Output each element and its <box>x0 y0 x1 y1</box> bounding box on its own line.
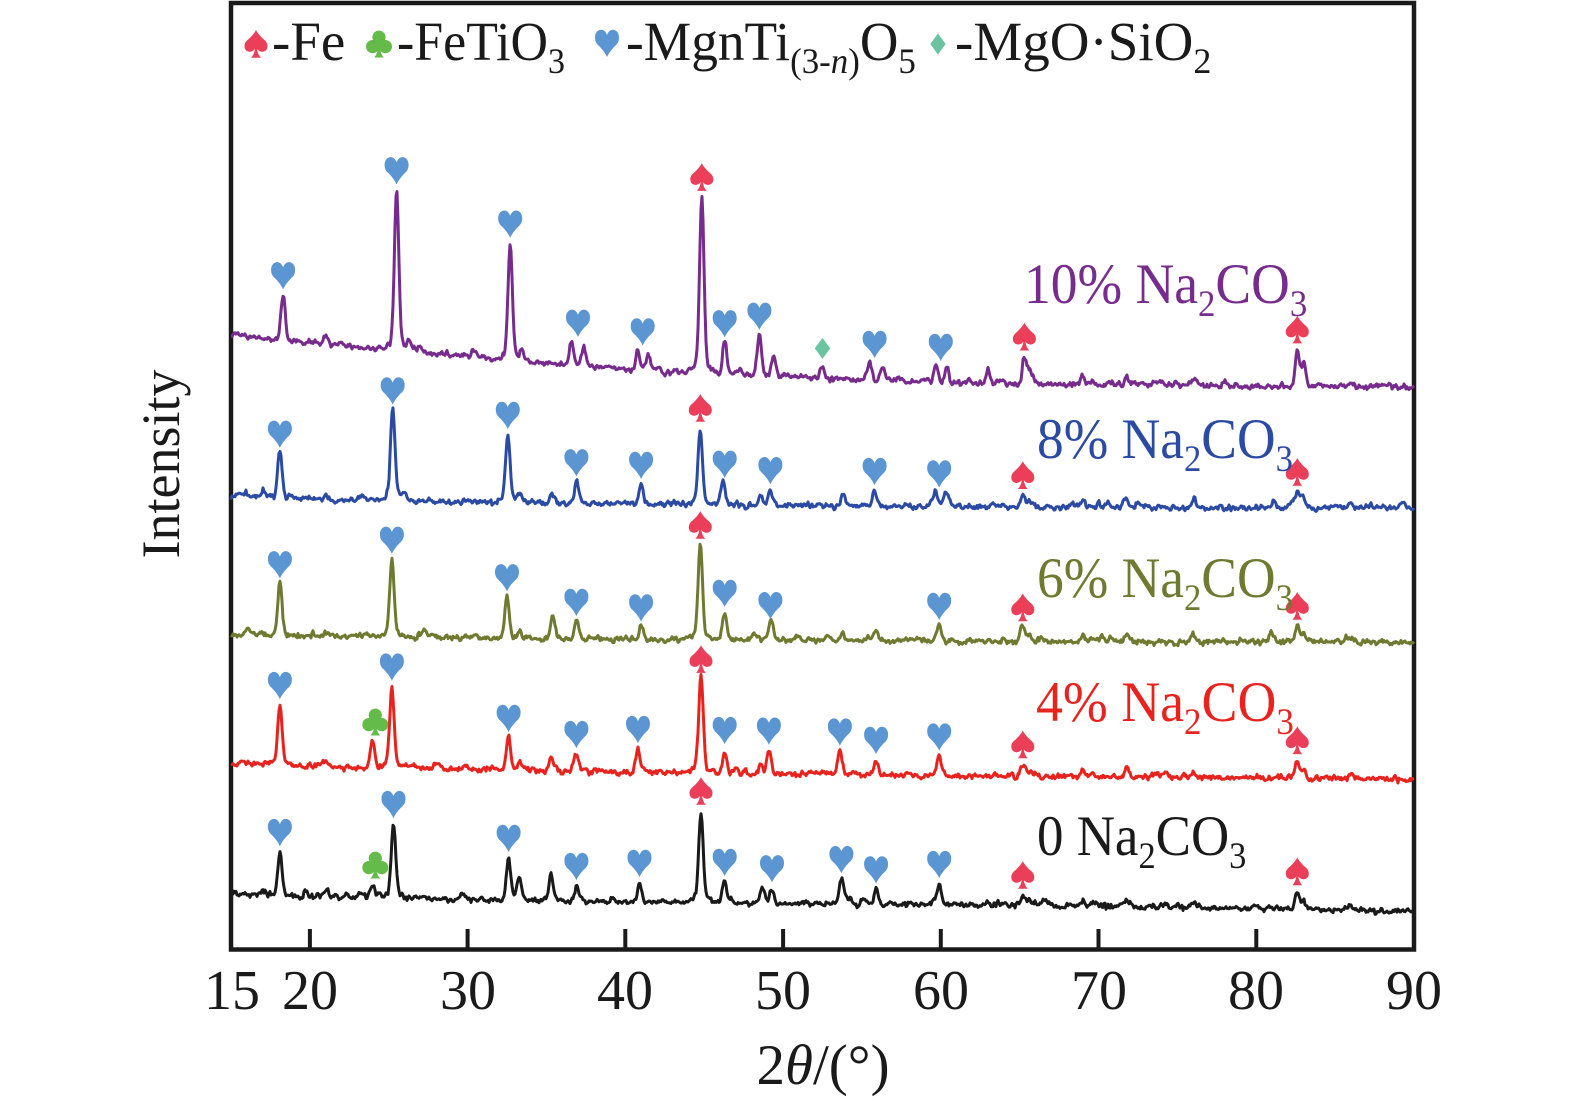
svg-text:10% Na2CO3: 10% Na2CO3 <box>1024 253 1307 325</box>
svg-text:80: 80 <box>1228 960 1284 1022</box>
svg-text:6% Na2CO3: 6% Na2CO3 <box>1037 546 1293 618</box>
svg-text:Intensity: Intensity <box>131 370 191 559</box>
svg-text:70: 70 <box>1071 960 1127 1022</box>
svg-text:-MgO·SiO2: -MgO·SiO2 <box>955 11 1211 81</box>
svg-text:-Fe: -Fe <box>272 11 345 72</box>
svg-text:50: 50 <box>755 960 811 1022</box>
svg-text:30: 30 <box>440 960 496 1022</box>
svg-text:8% Na2CO3: 8% Na2CO3 <box>1037 407 1293 479</box>
svg-text:60: 60 <box>913 960 969 1022</box>
svg-text:2θ/(°): 2θ/(°) <box>756 1034 889 1097</box>
svg-text:4% Na2CO3: 4% Na2CO3 <box>1036 671 1294 743</box>
svg-text:-FeTiO3: -FeTiO3 <box>397 11 565 82</box>
svg-text:40: 40 <box>597 960 653 1022</box>
svg-text:15: 15 <box>204 960 260 1022</box>
svg-text:90: 90 <box>1386 960 1442 1022</box>
svg-text:20: 20 <box>282 960 338 1022</box>
svg-text:-MgnTi(3-n)O5: -MgnTi(3-n)O5 <box>626 11 916 81</box>
